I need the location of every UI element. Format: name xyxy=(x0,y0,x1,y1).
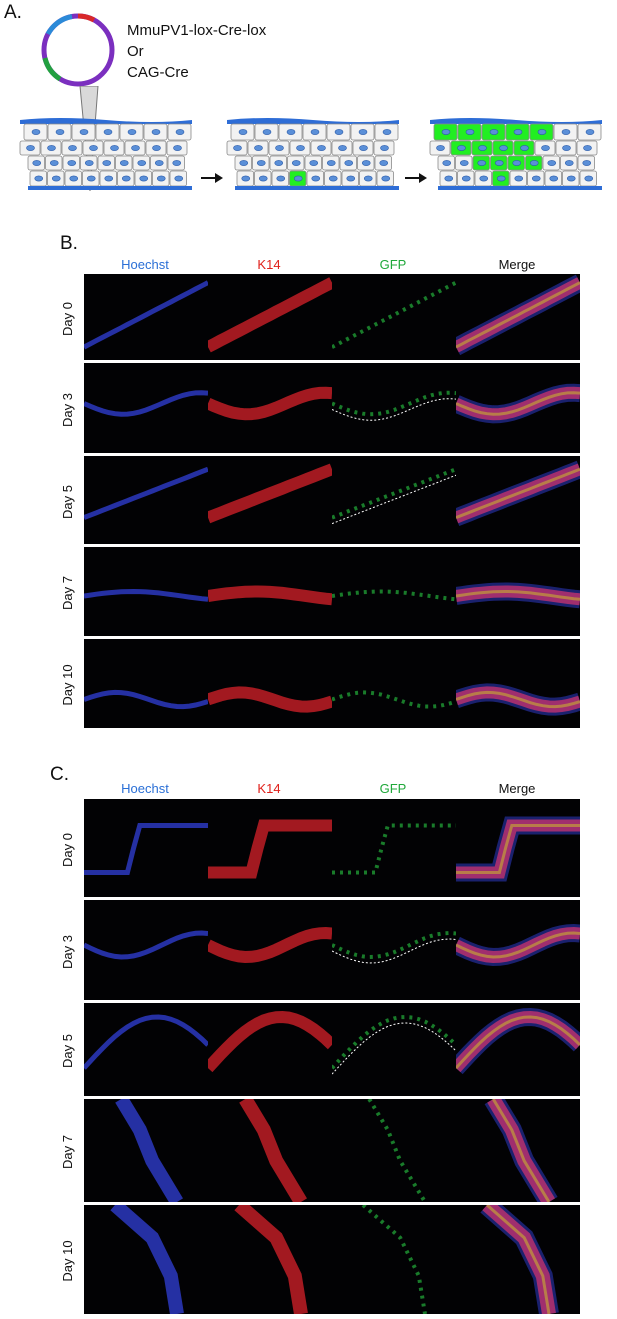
micrograph-k14 xyxy=(208,900,332,1000)
panel-c-header-gfp: GFP xyxy=(379,781,407,796)
micrograph-merge xyxy=(456,274,580,360)
panel-c-header-merge: Merge xyxy=(498,781,536,796)
epithelium-diagram-1 xyxy=(19,118,192,190)
plasmid-line-1: MmuPV1-lox-Cre-lox xyxy=(127,22,267,39)
micrograph-k14 xyxy=(208,1003,332,1096)
right-arrow-icon xyxy=(405,173,427,183)
panel-c-row-label: Day 3 xyxy=(60,934,75,969)
epithelium-diagram-2 xyxy=(226,118,399,190)
micrograph-k14 xyxy=(208,1205,332,1314)
panel-b-row-label: Day 5 xyxy=(60,484,75,519)
micrograph-k14 xyxy=(208,547,332,636)
panel-b-header-merge: Merge xyxy=(498,257,536,272)
micrograph-k14 xyxy=(208,274,332,360)
micrograph-gfp xyxy=(332,363,456,453)
micrograph-hoechst xyxy=(84,1003,208,1096)
micrograph-merge xyxy=(456,363,580,453)
micrograph-merge xyxy=(456,456,580,544)
panel-b-row-label: Day 0 xyxy=(60,301,75,336)
panel-b-row-label: Day 7 xyxy=(60,576,75,610)
panel-b-row-label: Day 10 xyxy=(60,664,75,706)
micrograph-gfp xyxy=(332,799,456,897)
micrograph-gfp xyxy=(332,1099,456,1202)
micrograph-hoechst xyxy=(84,639,208,728)
panel-a-label: A. xyxy=(4,2,22,23)
micrograph-hoechst xyxy=(84,456,208,544)
panel-c-row-label: Day 5 xyxy=(60,1034,75,1068)
panel-c-row-label: Day 10 xyxy=(60,1240,75,1282)
micrograph-k14 xyxy=(208,639,332,728)
micrograph-gfp xyxy=(332,900,456,1000)
micrograph-k14 xyxy=(208,363,332,453)
plasmid-line-2: Or xyxy=(127,43,144,60)
micrograph-hoechst xyxy=(84,900,208,1000)
micrograph-k14 xyxy=(208,456,332,544)
micrograph-merge xyxy=(456,1205,580,1314)
panel-b-label: B. xyxy=(60,233,78,254)
micrograph-merge xyxy=(456,547,580,636)
micrograph-gfp xyxy=(332,1003,456,1096)
epithelium-diagram-3 xyxy=(429,118,602,190)
micrograph-hoechst xyxy=(84,1099,208,1202)
micrograph-gfp xyxy=(332,1205,456,1314)
plasmid-description: MmuPV1-lox-Cre-lox Or CAG-Cre xyxy=(127,20,266,83)
right-arrow-icon xyxy=(201,173,223,183)
micrograph-hoechst xyxy=(84,547,208,636)
panel-c-header-k14: K14 xyxy=(257,781,281,796)
panel-c-row-label: Day 7 xyxy=(60,1135,75,1169)
micrograph-k14 xyxy=(208,1099,332,1202)
micrograph-hoechst xyxy=(84,799,208,897)
panel-b-header-k14: K14 xyxy=(257,257,281,272)
panel-b-row-label: Day 3 xyxy=(60,392,75,427)
micrograph-merge xyxy=(456,1003,580,1096)
plasmid-icon xyxy=(41,13,115,87)
plasmid-line-3: CAG-Cre xyxy=(127,64,189,81)
micrograph-hoechst xyxy=(84,274,208,360)
micrograph-merge xyxy=(456,1099,580,1202)
panel-c-row-label: Day 0 xyxy=(60,832,75,867)
micrograph-hoechst xyxy=(84,1205,208,1314)
micrograph-hoechst xyxy=(84,363,208,453)
micrograph-gfp xyxy=(332,639,456,728)
micrograph-merge xyxy=(456,900,580,1000)
micrograph-merge xyxy=(456,639,580,728)
panel-b-header-gfp: GFP xyxy=(379,257,407,272)
micrograph-gfp xyxy=(332,456,456,544)
panel-c-header-hoechst: Hoechst xyxy=(121,781,169,796)
panel-b-header-hoechst: Hoechst xyxy=(121,257,169,272)
panel-c-label: C. xyxy=(50,764,69,785)
micrograph-gfp xyxy=(332,274,456,360)
micrograph-gfp xyxy=(332,547,456,636)
micrograph-merge xyxy=(456,799,580,897)
micrograph-k14 xyxy=(208,799,332,897)
